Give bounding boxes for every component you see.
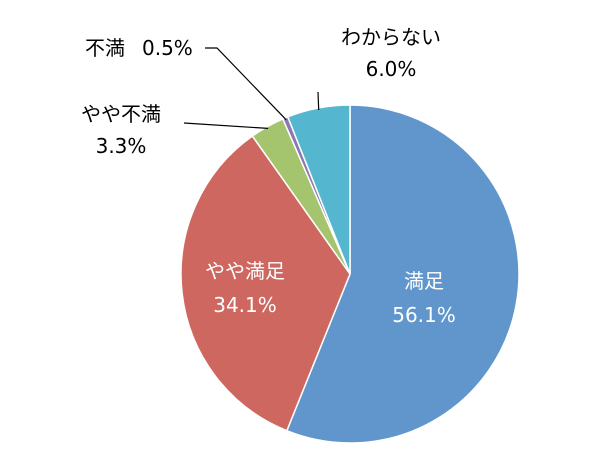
slice-label-dissatisfied: 不満 xyxy=(85,36,125,60)
slice-value-satisfied: 56.1% xyxy=(392,303,456,327)
pie-slices xyxy=(180,104,520,444)
slice-label-somewhat-dissatisfied: やや不満 xyxy=(81,102,161,126)
slice-value-dissatisfied: 0.5% xyxy=(142,36,193,60)
slice-value-dont-know: 6.0% xyxy=(366,57,417,81)
leader-lines xyxy=(183,47,320,129)
leader-line-dissatisfied xyxy=(205,47,287,121)
slice-label-satisfied: 満足 xyxy=(404,269,444,293)
slice-label-dont-know: わからない xyxy=(341,25,441,49)
pie-slice-somewhat-satisfied xyxy=(180,135,351,432)
slice-label-somewhat-satisfied: やや満足 xyxy=(205,259,285,283)
slice-value-somewhat-dissatisfied: 3.3% xyxy=(96,134,147,158)
slice-value-somewhat-satisfied: 34.1% xyxy=(213,293,277,317)
leader-line-somewhat-dissatisfied xyxy=(183,122,269,129)
pie-slice-satisfied xyxy=(286,104,520,444)
leader-line-dont-know xyxy=(317,91,320,111)
